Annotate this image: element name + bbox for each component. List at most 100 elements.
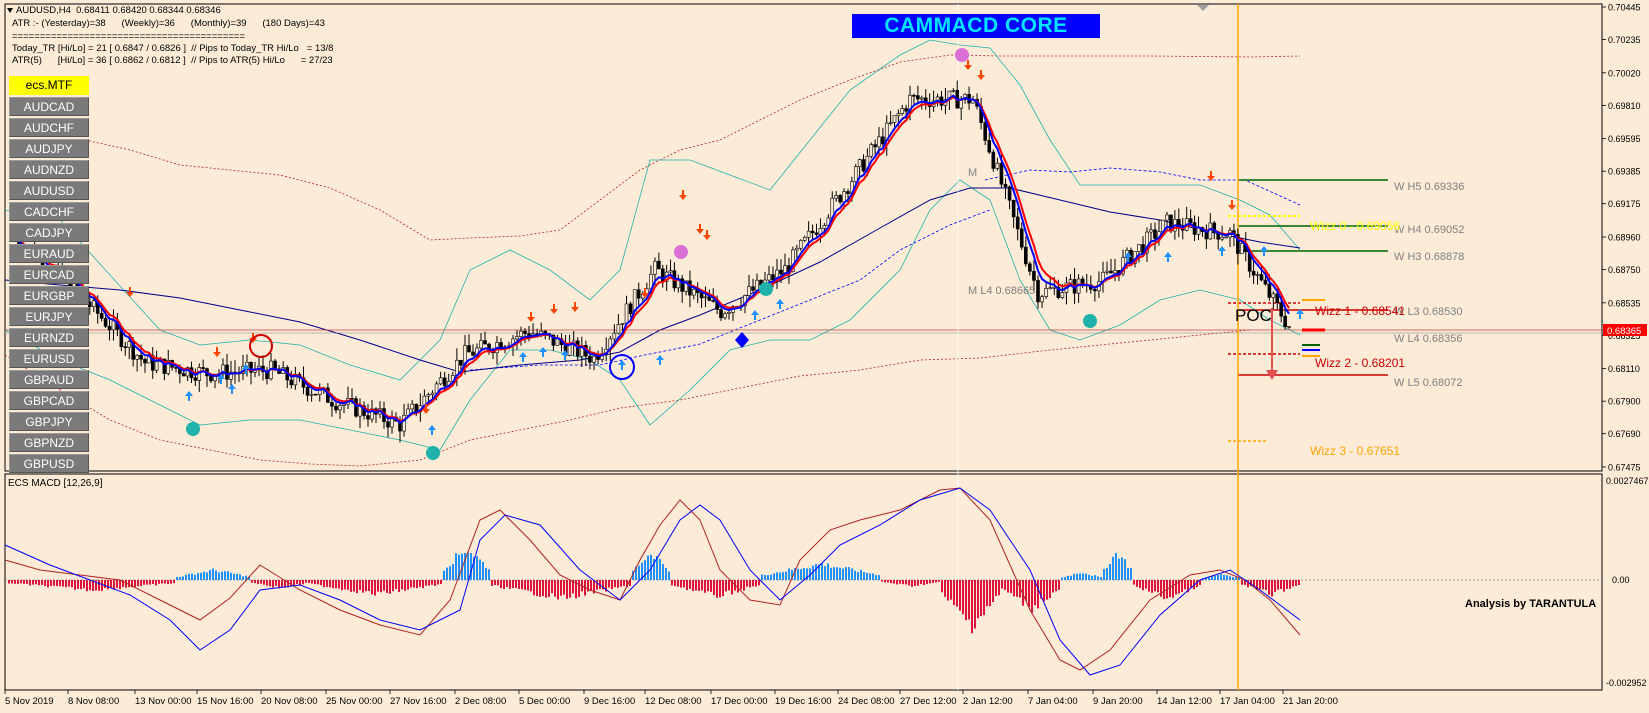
symbol-button-gbpcad[interactable]: GBPCAD — [9, 391, 89, 410]
macd-bar — [1280, 580, 1282, 589]
macd-bar — [1013, 580, 1015, 597]
macd-bar — [227, 571, 229, 580]
today-tr-line: Today_TR [Hi/Lo] = 21 [ 0.6847 / 0.6826 … — [12, 43, 334, 54]
macd-bar — [1223, 574, 1225, 580]
macd-bar — [311, 580, 313, 584]
macd-bar — [857, 572, 859, 580]
symbol-button-audjpy[interactable]: AUDJPY — [9, 139, 89, 158]
candle-body — [916, 95, 920, 100]
symbol-button-audchf[interactable]: AUDCHF — [9, 118, 89, 137]
macd-bar — [371, 580, 373, 595]
macd-bar — [743, 580, 745, 591]
macd-bar — [554, 580, 556, 597]
macd-bar — [773, 573, 775, 580]
macd-bar — [725, 580, 727, 592]
sell-arrow-icon — [1228, 200, 1236, 210]
candle-body — [515, 336, 519, 340]
chart-shift-marker[interactable] — [1197, 5, 1209, 11]
candle-body — [225, 364, 229, 380]
sell-arrow-icon — [213, 347, 221, 357]
macd-bar — [1241, 580, 1243, 585]
macd-bar — [890, 580, 892, 584]
macd-bar — [929, 580, 931, 584]
candle-body — [309, 393, 314, 396]
candle-body — [869, 144, 874, 157]
macd-bar — [1211, 575, 1213, 580]
candle-body — [459, 359, 463, 366]
macd-bar — [173, 580, 175, 584]
symbol-button-cadjpy[interactable]: CADJPY — [9, 223, 89, 242]
macd-bar — [179, 576, 181, 580]
candle-body — [612, 332, 617, 340]
price-tick-label: 0.67900 — [1608, 397, 1641, 407]
macd-bar — [758, 580, 760, 586]
macd-bar — [1001, 580, 1003, 589]
macd-bar — [746, 580, 748, 587]
symbol-button-euraud[interactable]: EURAUD — [9, 244, 89, 263]
symbol-button-gbpaud[interactable]: GBPAUD — [9, 370, 89, 389]
blue-diamond-marker — [735, 332, 749, 348]
candle-body — [896, 113, 901, 117]
macd-bar — [170, 580, 172, 584]
macd-bar — [488, 569, 490, 580]
candle-body — [688, 280, 692, 296]
macd-bar — [659, 558, 661, 580]
candle-body — [1068, 279, 1073, 284]
macd-bar — [1274, 580, 1276, 592]
candle-body — [162, 358, 167, 374]
symbol-button-gbpjpy[interactable]: GBPJPY — [9, 412, 89, 431]
macd-bar — [1052, 580, 1054, 593]
symbol-button-gbpnzd[interactable]: GBPNZD — [9, 433, 89, 452]
price-tick-label: 0.69810 — [1608, 101, 1641, 111]
symbol-button-eurnzd[interactable]: EURNZD — [9, 328, 89, 347]
macd-bar — [938, 580, 940, 582]
macd-bar — [314, 580, 316, 585]
candle-body — [846, 191, 850, 194]
symbol-button-audcad[interactable]: AUDCAD — [9, 97, 89, 116]
symbol-button-eurusd[interactable]: EURUSD — [9, 349, 89, 368]
macd-bar — [1262, 580, 1264, 590]
macd-bar — [110, 580, 112, 588]
macd-bar — [911, 580, 913, 587]
macd-bar — [674, 580, 676, 586]
macd-bar — [1046, 580, 1048, 600]
collapse-arrow-icon[interactable] — [7, 8, 13, 13]
candle-body — [1149, 229, 1153, 233]
candle-body — [873, 144, 877, 148]
macd-bar — [323, 580, 325, 588]
macd-bar — [362, 580, 364, 593]
macd-bar — [440, 580, 442, 585]
candle-body — [1271, 293, 1276, 298]
candle-body — [1145, 231, 1149, 254]
macd-bar — [509, 580, 511, 589]
macd-bar — [383, 580, 385, 591]
symbol-button-gbpusd[interactable]: GBPUSD — [9, 454, 89, 473]
macd-bar — [1184, 580, 1186, 590]
candle-body — [1275, 293, 1280, 303]
macd-bar — [899, 580, 901, 584]
symbol-button-audusd[interactable]: AUDUSD — [9, 181, 89, 200]
macd-bar — [398, 580, 400, 592]
candle-body — [684, 280, 688, 292]
candle-body — [221, 364, 225, 375]
ecs-mtf-button[interactable]: ecs.MTF — [9, 76, 89, 95]
macd-bar — [209, 569, 211, 580]
symbol-button-cadchf[interactable]: CADCHF — [9, 202, 89, 221]
buy-arrow-icon — [539, 347, 547, 357]
lower-envelope — [4, 329, 1251, 467]
symbol-button-eurjpy[interactable]: EURJPY — [9, 307, 89, 326]
macd-bar — [104, 580, 106, 589]
macd-bar — [230, 572, 232, 580]
macd-bar — [506, 580, 508, 588]
symbol-button-eurgbp[interactable]: EURGBP — [9, 286, 89, 305]
macd-bar — [1034, 580, 1036, 606]
blue-dashed-lower — [469, 209, 991, 371]
symbol-button-eurcad[interactable]: EURCAD — [9, 265, 89, 284]
symbol-button-audnzd[interactable]: AUDNZD — [9, 160, 89, 179]
candle-body — [755, 279, 759, 291]
candle-body — [987, 140, 992, 153]
macd-bar — [1277, 580, 1279, 590]
sell-arrow-icon — [422, 404, 430, 414]
buy-arrow-icon — [242, 364, 250, 374]
